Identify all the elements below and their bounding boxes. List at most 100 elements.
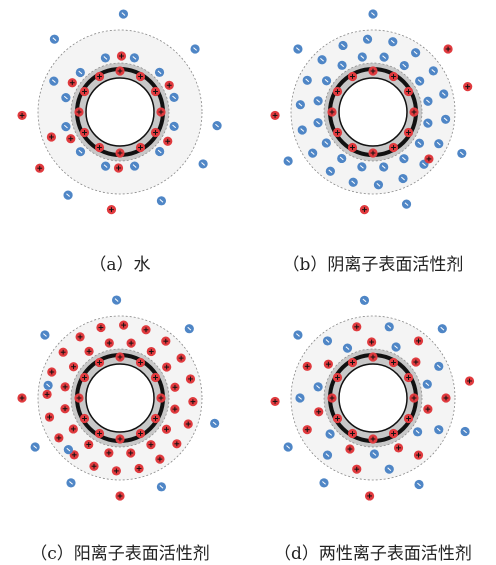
anion-ion: [293, 330, 303, 340]
anion-ion: [379, 52, 389, 62]
anion-ion: [437, 324, 447, 334]
cation-ion: [115, 352, 125, 362]
minus-sign: [132, 56, 137, 60]
cation-ion: [156, 107, 166, 117]
cation-ion: [388, 142, 399, 153]
caption-a: （a）水: [89, 255, 150, 275]
anion-ion: [30, 442, 40, 452]
anion-ion: [357, 162, 367, 172]
anion-ion: [169, 92, 179, 103]
cation-ion: [164, 80, 174, 90]
anion-ion: [401, 199, 412, 209]
minus-sign: [417, 482, 421, 487]
anion-ion: [325, 166, 335, 176]
cation-ion: [156, 393, 166, 403]
minus-sign: [340, 63, 344, 68]
minus-sign: [365, 37, 370, 41]
anion-ion: [439, 89, 449, 99]
anion-ion: [362, 34, 373, 44]
cation-ion: [113, 163, 124, 173]
cation-ion: [84, 346, 94, 356]
anion-ion: [379, 162, 389, 172]
cation-ion: [115, 66, 125, 76]
cation-ion: [74, 393, 84, 403]
minus-sign: [42, 333, 47, 337]
minus-sign: [381, 165, 386, 169]
anion-ion: [428, 66, 438, 76]
cation-ion: [302, 361, 312, 371]
minus-sign: [33, 445, 38, 449]
anion-ion: [399, 60, 409, 71]
minus-sign: [52, 37, 57, 41]
cation-ion: [68, 424, 78, 434]
minus-sign: [286, 159, 291, 163]
minus-sign: [322, 481, 326, 485]
anion-ion: [399, 154, 409, 164]
anion-ion: [308, 148, 318, 158]
cation-ion: [368, 66, 378, 76]
anion-ion: [313, 118, 323, 128]
anion-ion: [414, 138, 425, 148]
anion-ion: [63, 190, 73, 200]
cation-ion: [135, 71, 146, 82]
particle-core: [338, 363, 408, 433]
cation-ion: [393, 443, 404, 453]
cation-ion: [106, 205, 117, 215]
minus-sign: [415, 430, 420, 434]
cation-ion: [58, 347, 68, 357]
cation-ion: [332, 413, 343, 424]
cation-ion: [183, 419, 193, 429]
anion-ion: [411, 48, 421, 58]
cation-ion: [79, 372, 90, 383]
minus-sign: [66, 447, 71, 452]
cation-ion: [162, 362, 172, 372]
anion-ion: [302, 75, 312, 85]
minus-sign: [64, 124, 68, 129]
minus-sign: [440, 326, 445, 331]
anion-ion: [111, 295, 122, 305]
anion-ion: [198, 159, 208, 169]
cation-ion: [270, 110, 280, 121]
minus-sign: [157, 70, 162, 75]
cation-ion: [388, 71, 399, 82]
particle-core: [85, 77, 155, 147]
anion-ion: [337, 153, 347, 164]
minus-sign: [316, 120, 320, 125]
cation-ion: [364, 491, 375, 501]
cation-ion: [367, 337, 377, 347]
minus-sign: [443, 117, 448, 122]
minus-sign: [46, 383, 51, 388]
cation-ion: [150, 413, 161, 424]
anion-ion: [129, 161, 140, 171]
minus-sign: [413, 50, 418, 55]
minus-sign: [351, 180, 356, 185]
cation-ion: [368, 434, 378, 444]
minus-sign: [324, 78, 329, 83]
anion-ion: [61, 93, 71, 103]
cation-ion: [115, 434, 125, 444]
minus-sign: [387, 325, 392, 329]
cation-ion: [359, 205, 370, 215]
minus-sign: [316, 385, 321, 389]
cation-ion: [150, 372, 161, 383]
anion-ion: [190, 44, 200, 54]
minus-sign: [436, 427, 441, 432]
cation-ion: [409, 107, 419, 117]
anion-ion: [398, 173, 408, 184]
cation-ion: [161, 336, 171, 346]
minus-sign: [78, 149, 83, 154]
anion-ion: [297, 125, 307, 135]
minus-sign: [426, 99, 430, 104]
panel-d: [270, 295, 475, 501]
anion-ion: [423, 118, 433, 128]
cation-ion: [94, 71, 105, 82]
minus-sign: [157, 149, 162, 154]
caption-b: （b）阴离子表面活性剂: [283, 255, 464, 275]
cation-ion: [424, 154, 434, 164]
cation-ion: [345, 444, 355, 454]
cation-ion: [44, 412, 55, 422]
cation-ion: [368, 148, 378, 158]
cation-ion: [464, 376, 475, 386]
particle-core: [338, 77, 408, 147]
